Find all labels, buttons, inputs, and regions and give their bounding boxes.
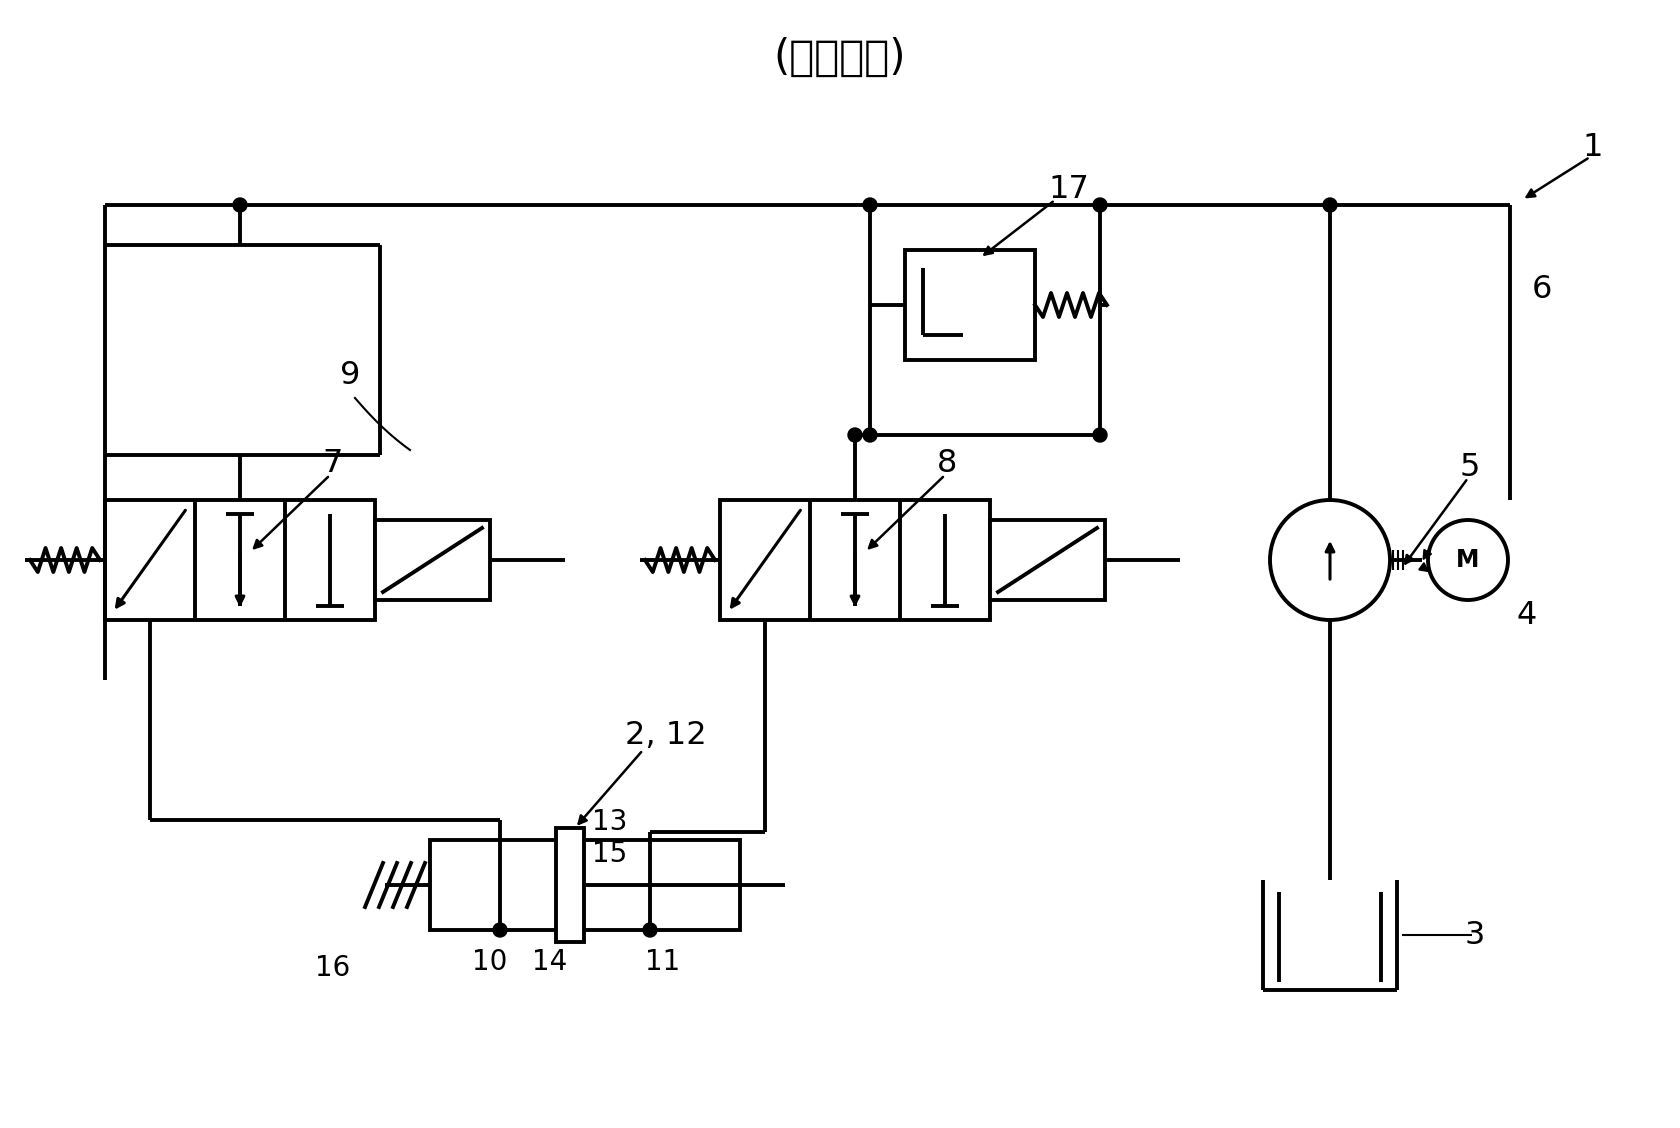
Circle shape	[1094, 199, 1107, 212]
Text: (现有技术): (现有技术)	[774, 37, 906, 79]
Text: 8: 8	[937, 449, 958, 479]
Circle shape	[234, 199, 247, 212]
Circle shape	[864, 428, 877, 442]
Circle shape	[643, 923, 657, 937]
Circle shape	[1428, 520, 1509, 600]
Text: 3: 3	[1465, 919, 1485, 951]
Bar	[556, 828, 585, 942]
Text: 1: 1	[1583, 132, 1603, 162]
Bar	[906, 250, 1035, 360]
Text: 5: 5	[1460, 451, 1480, 483]
Circle shape	[1094, 428, 1107, 442]
Bar	[430, 840, 739, 929]
Text: 11: 11	[645, 948, 680, 976]
Circle shape	[1324, 199, 1337, 212]
Text: 2, 12: 2, 12	[625, 721, 707, 751]
Circle shape	[848, 428, 862, 442]
Circle shape	[864, 199, 877, 212]
Bar	[104, 500, 375, 620]
Text: M: M	[1457, 548, 1480, 572]
Text: 15: 15	[591, 840, 627, 869]
Text: 9: 9	[339, 360, 361, 390]
Text: 16: 16	[316, 954, 349, 982]
Text: 4: 4	[1515, 599, 1536, 631]
Text: 13: 13	[591, 808, 627, 836]
Text: 7: 7	[323, 449, 343, 479]
Text: 14: 14	[533, 948, 568, 976]
Text: 6: 6	[1532, 274, 1552, 306]
Bar	[990, 520, 1105, 600]
Text: 17: 17	[1048, 175, 1089, 205]
Bar	[721, 500, 990, 620]
Text: 10: 10	[472, 948, 507, 976]
Bar	[375, 520, 491, 600]
Circle shape	[492, 923, 507, 937]
Circle shape	[1270, 500, 1389, 620]
